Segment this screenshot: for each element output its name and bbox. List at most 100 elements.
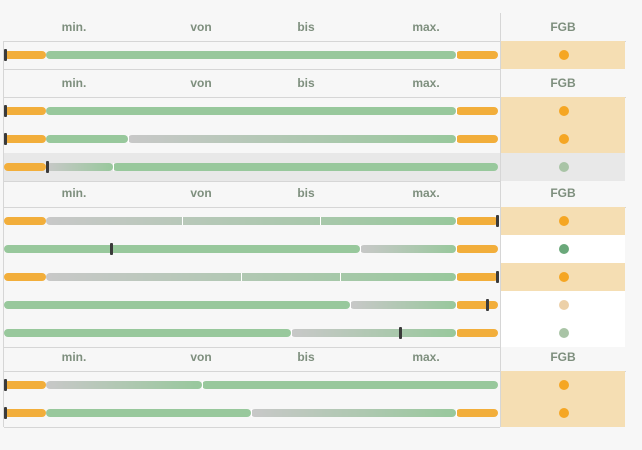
fgb-cell (501, 263, 625, 291)
range-track[interactable] (4, 153, 500, 181)
column-header-min: min. (61, 350, 87, 364)
column-header-fgb: FGB (550, 186, 576, 200)
out-of-range-segment (456, 245, 498, 253)
range-track[interactable] (4, 235, 498, 263)
parameter-row[interactable] (0, 97, 642, 125)
fgb-cell (501, 153, 625, 181)
parameter-row[interactable] (0, 263, 642, 291)
out-of-range-segment (4, 51, 46, 59)
section-bottom-rule (4, 181, 500, 182)
parameter-row[interactable] (0, 41, 642, 69)
in-range-segment (46, 409, 251, 417)
value-marker[interactable] (4, 105, 7, 117)
fgb-status-dot (559, 106, 569, 116)
column-header-bis: bis (297, 76, 315, 90)
value-marker[interactable] (4, 133, 7, 145)
value-marker[interactable] (496, 271, 499, 283)
section-bottom-rule (4, 347, 500, 348)
out-of-range-segment (4, 381, 46, 389)
out-of-range-segment (456, 409, 498, 417)
column-header-min: min. (61, 76, 87, 90)
value-marker[interactable] (4, 407, 7, 419)
out-of-range-segment (4, 135, 46, 143)
column-header-max: max. (412, 350, 440, 364)
parameter-row[interactable] (0, 125, 642, 153)
out-of-range-segment (456, 329, 498, 337)
in-range-segment (4, 245, 360, 253)
fgb-column-divider (500, 13, 501, 427)
range-tick (456, 329, 457, 337)
fgb-cell (501, 235, 625, 263)
column-header-von: von (190, 20, 212, 34)
range-track[interactable] (4, 125, 498, 153)
header-bottom-rule (4, 371, 626, 372)
range-tick (241, 273, 242, 281)
fgb-cell (501, 207, 625, 235)
range-track[interactable] (4, 97, 498, 125)
section-header: min. von bis max. FGB (0, 343, 642, 371)
range-tick (456, 107, 457, 115)
range-track[interactable] (4, 263, 499, 291)
range-tick (360, 245, 361, 253)
parameter-row[interactable] (0, 291, 642, 319)
parameter-row[interactable] (0, 235, 642, 263)
value-marker[interactable] (4, 49, 7, 61)
out-of-range-segment (456, 217, 498, 225)
value-marker[interactable] (4, 379, 7, 391)
range-tick (350, 301, 351, 309)
fgb-status-dot (559, 300, 569, 310)
range-tick (202, 381, 203, 389)
range-track[interactable] (4, 399, 498, 427)
range-tick (456, 51, 457, 59)
header-bottom-rule (4, 97, 626, 98)
out-of-range-segment (4, 409, 46, 417)
range-tick (456, 245, 457, 253)
parameter-row[interactable] (0, 319, 642, 347)
value-marker[interactable] (399, 327, 402, 339)
fgb-status-dot (559, 50, 569, 60)
range-track[interactable] (4, 207, 499, 235)
out-of-range-segment (456, 51, 498, 59)
column-header-max: max. (412, 20, 440, 34)
column-header-min: min. (61, 20, 87, 34)
out-of-range-segment (456, 135, 498, 143)
parameter-row[interactable] (0, 153, 642, 181)
transition-segment (128, 135, 456, 143)
parameter-row[interactable] (0, 207, 642, 235)
range-tick (251, 409, 252, 417)
in-range-segment (4, 301, 350, 309)
fgb-cell (501, 371, 625, 399)
range-track[interactable] (4, 291, 498, 319)
header-bottom-rule (4, 207, 626, 208)
range-track[interactable] (4, 371, 498, 399)
range-track[interactable] (4, 319, 498, 347)
value-marker[interactable] (496, 215, 499, 227)
value-marker[interactable] (110, 243, 113, 255)
in-range-segment (113, 163, 498, 171)
section-header: min. von bis max. FGB (0, 69, 642, 97)
column-header-bis: bis (297, 186, 315, 200)
in-range-segment (46, 135, 128, 143)
range-tick (456, 273, 457, 281)
out-of-range-segment (4, 273, 46, 281)
range-tick (456, 135, 457, 143)
fgb-cell (501, 41, 625, 69)
value-marker[interactable] (46, 161, 49, 173)
range-track[interactable] (4, 41, 498, 69)
transition-segment (350, 301, 456, 309)
column-header-von: von (190, 350, 212, 364)
fgb-status-dot (559, 216, 569, 226)
out-of-range-segment (456, 301, 498, 309)
column-header-max: max. (412, 186, 440, 200)
in-range-segment (202, 381, 498, 389)
parameter-row[interactable] (0, 399, 642, 427)
transition-segment (360, 245, 456, 253)
transition-segment (46, 217, 456, 225)
out-of-range-segment (4, 163, 46, 171)
fgb-status-dot (559, 408, 569, 418)
value-marker[interactable] (486, 299, 489, 311)
parameter-row[interactable] (0, 371, 642, 399)
out-of-range-segment (4, 217, 46, 225)
section-bottom-rule (4, 69, 500, 70)
